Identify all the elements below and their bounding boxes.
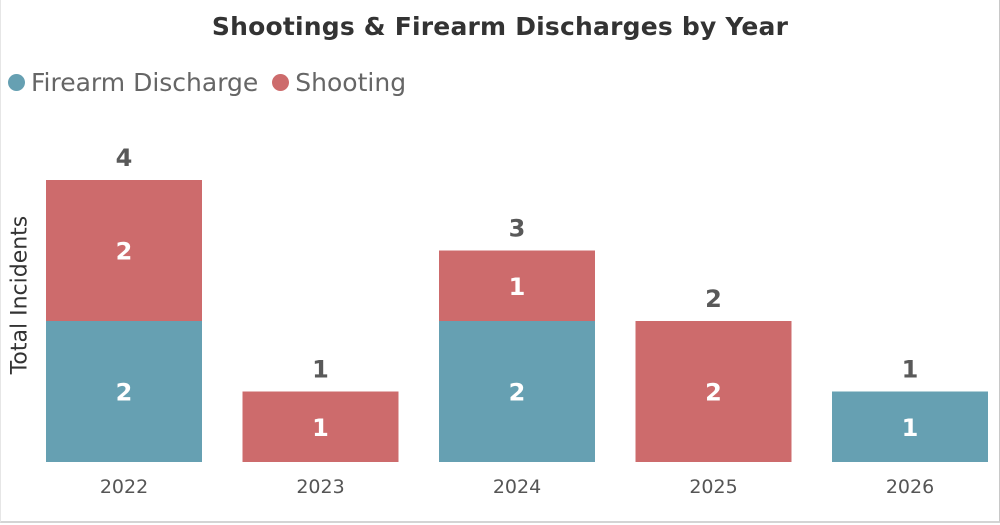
legend-item-shooting[interactable]: Shooting [272, 68, 406, 97]
bar-firearm-discharge-2026[interactable] [832, 391, 988, 463]
legend-label-shooting: Shooting [295, 68, 407, 97]
x-tick-label-2025: 2025 [689, 476, 737, 498]
data-label-shooting-2022: 2 [116, 238, 133, 266]
x-tick-label-2026: 2026 [886, 476, 934, 498]
data-label-firearm-discharge-2024: 2 [509, 379, 526, 407]
legend-swatch-firearm-discharge [8, 74, 25, 91]
total-label-2022: 4 [116, 144, 133, 172]
bar-firearm-discharge-2024[interactable] [439, 321, 595, 462]
legend-item-firearm-discharge[interactable]: Firearm Discharge [8, 68, 258, 97]
data-label-shooting-2025: 2 [705, 379, 722, 407]
data-label-firearm-discharge-2022: 2 [116, 379, 133, 407]
x-tick-label-2023: 2023 [296, 476, 344, 498]
legend: Firearm Discharge Shooting [8, 68, 420, 97]
bar-shooting-2023[interactable] [242, 391, 399, 463]
legend-swatch-shooting [272, 74, 290, 91]
bar-shooting-2024[interactable] [439, 250, 595, 322]
chart-title: Shootings & Firearm Discharges by Year [211, 12, 789, 41]
bar-firearm-discharge-2022[interactable] [46, 321, 202, 462]
data-label-firearm-discharge-2026: 1 [902, 414, 919, 442]
data-label-shooting-2024: 1 [509, 273, 526, 301]
legend-label-firearm-discharge: Firearm Discharge [31, 68, 259, 97]
total-label-2026: 1 [902, 356, 919, 384]
total-label-2025: 2 [705, 285, 722, 313]
data-label-shooting-2023: 1 [312, 414, 329, 442]
bar-shooting-2022[interactable] [46, 180, 202, 321]
total-label-2024: 3 [509, 215, 526, 243]
bar-shooting-2025[interactable] [635, 321, 792, 462]
x-tick-label-2022: 2022 [100, 476, 148, 498]
total-label-2023: 1 [312, 356, 329, 384]
x-tick-label-2024: 2024 [493, 476, 541, 498]
